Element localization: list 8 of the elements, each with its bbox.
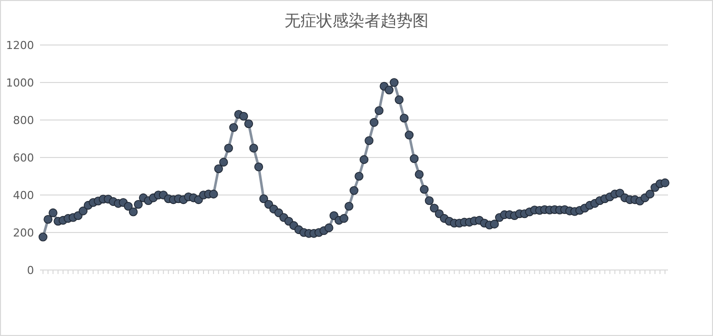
y-tick-label: 1200	[6, 38, 34, 52]
y-tick-label: 400	[13, 188, 34, 202]
y-tick-label: 600	[13, 151, 34, 164]
y-tick-label: 800	[13, 114, 34, 127]
y-tick-label: 200	[13, 226, 34, 240]
chart-title: 无症状感染者趋势图	[284, 11, 428, 30]
y-tick-label: 0	[27, 264, 34, 277]
y-tick-label: 1000	[6, 76, 34, 90]
